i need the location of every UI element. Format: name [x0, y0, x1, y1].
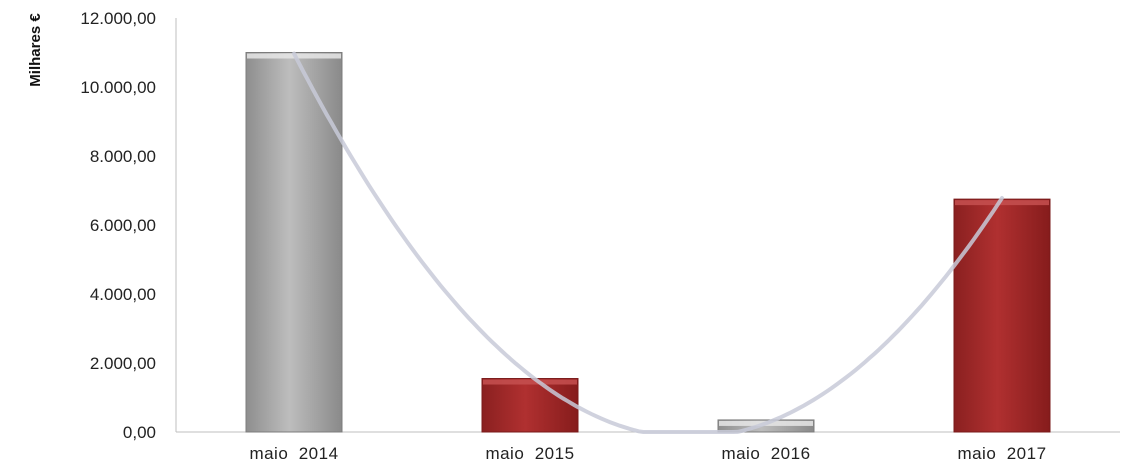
bar-1: [245, 52, 343, 433]
bar-cap-4: [955, 200, 1049, 206]
x-tick-label: maio 2017: [957, 444, 1046, 463]
y-tick-label: 6.000,00: [90, 216, 156, 235]
bars: [245, 52, 1051, 433]
trendline: [292, 51, 1004, 434]
y-tick-label: 0,00: [123, 423, 156, 442]
x-tick-label: maio 2014: [249, 444, 338, 463]
x-tick-label: maio 2015: [485, 444, 574, 463]
bar-caps: [247, 53, 1049, 426]
y-tick-label: 10.000,00: [80, 78, 156, 97]
y-tick-label: 12.000,00: [80, 9, 156, 28]
x-tick-label: maio 2016: [721, 444, 810, 463]
y-axis-title: Milhares €: [27, 13, 44, 87]
bar-2: [481, 378, 579, 433]
y-tick-label: 4.000,00: [90, 285, 156, 304]
bar-cap-2: [483, 379, 577, 385]
y-tick-labels: 0,00 2.000,00 4.000,00 6.000,00 8.000,00 10.0…: [80, 9, 156, 442]
y-tick-label: 8.000,00: [90, 147, 156, 166]
trendline-group: [292, 51, 1004, 434]
bar-4: [953, 198, 1051, 433]
x-tick-labels: maio 2014 maio 2015 maio 2016 maio 2017: [249, 444, 1046, 463]
y-tick-label: 2.000,00: [90, 354, 156, 373]
